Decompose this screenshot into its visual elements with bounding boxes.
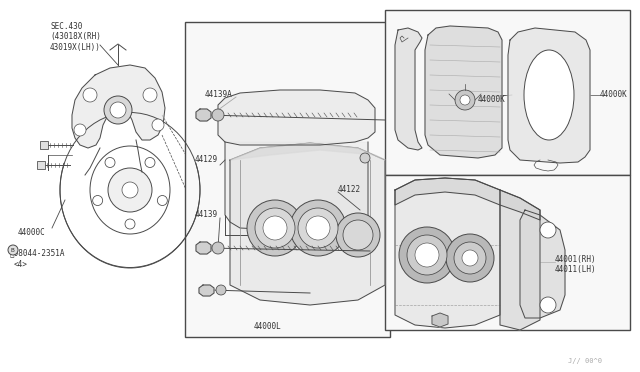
Circle shape xyxy=(336,213,380,257)
Circle shape xyxy=(460,95,470,105)
Polygon shape xyxy=(218,90,375,145)
Circle shape xyxy=(343,220,373,250)
Circle shape xyxy=(216,285,226,295)
Text: SEC.430
(43018X(RH)
43019X(LH)): SEC.430 (43018X(RH) 43019X(LH)) xyxy=(50,22,101,52)
Polygon shape xyxy=(199,285,214,296)
Circle shape xyxy=(110,102,126,118)
Polygon shape xyxy=(520,210,565,318)
Text: Ⓑ08044-2351A: Ⓑ08044-2351A xyxy=(10,248,65,257)
Circle shape xyxy=(125,219,135,229)
Circle shape xyxy=(360,153,370,163)
Circle shape xyxy=(454,242,486,274)
Polygon shape xyxy=(395,28,422,150)
Circle shape xyxy=(255,208,295,248)
Polygon shape xyxy=(500,190,540,330)
Circle shape xyxy=(93,196,102,205)
Circle shape xyxy=(212,109,224,121)
Circle shape xyxy=(306,216,330,240)
Polygon shape xyxy=(395,178,540,220)
Bar xyxy=(40,141,48,149)
Circle shape xyxy=(290,200,346,256)
Text: 44139A: 44139A xyxy=(205,90,233,99)
Circle shape xyxy=(446,234,494,282)
Circle shape xyxy=(462,250,478,266)
Text: 44000C: 44000C xyxy=(18,228,45,237)
Bar xyxy=(37,161,45,169)
Polygon shape xyxy=(508,28,590,163)
Polygon shape xyxy=(230,143,385,305)
Polygon shape xyxy=(395,178,500,328)
Polygon shape xyxy=(432,313,448,327)
Text: 44139: 44139 xyxy=(195,210,218,219)
Polygon shape xyxy=(196,109,211,121)
Polygon shape xyxy=(196,242,211,254)
Bar xyxy=(215,145,385,295)
Circle shape xyxy=(104,96,132,124)
Text: J// 00^0: J// 00^0 xyxy=(568,358,602,364)
Circle shape xyxy=(145,157,155,167)
Polygon shape xyxy=(230,143,385,160)
Circle shape xyxy=(455,90,475,110)
Circle shape xyxy=(74,124,86,136)
Circle shape xyxy=(152,119,164,131)
Bar xyxy=(385,10,630,175)
Circle shape xyxy=(157,196,167,205)
Circle shape xyxy=(247,200,303,256)
Circle shape xyxy=(540,297,556,313)
Circle shape xyxy=(8,245,18,255)
Text: 44000K: 44000K xyxy=(600,90,628,99)
Text: 44122: 44122 xyxy=(338,185,361,194)
Ellipse shape xyxy=(524,50,574,140)
Polygon shape xyxy=(225,142,368,230)
Text: 44001(RH)
44011(LH): 44001(RH) 44011(LH) xyxy=(555,255,596,275)
Text: 44000K: 44000K xyxy=(478,95,506,104)
Circle shape xyxy=(143,88,157,102)
Circle shape xyxy=(415,243,439,267)
Polygon shape xyxy=(425,26,502,158)
Circle shape xyxy=(298,208,338,248)
Text: 44129: 44129 xyxy=(195,155,218,164)
Circle shape xyxy=(105,157,115,167)
Circle shape xyxy=(83,88,97,102)
Circle shape xyxy=(407,235,447,275)
Text: 44000L: 44000L xyxy=(254,322,282,331)
Text: B: B xyxy=(10,248,13,253)
Circle shape xyxy=(108,168,152,212)
Bar xyxy=(185,22,390,337)
Polygon shape xyxy=(72,65,165,148)
Bar xyxy=(385,175,630,330)
Circle shape xyxy=(263,216,287,240)
Circle shape xyxy=(540,222,556,238)
Circle shape xyxy=(212,242,224,254)
Bar xyxy=(215,240,390,320)
Circle shape xyxy=(399,227,455,283)
Circle shape xyxy=(122,182,138,198)
Text: <4>: <4> xyxy=(14,260,28,269)
